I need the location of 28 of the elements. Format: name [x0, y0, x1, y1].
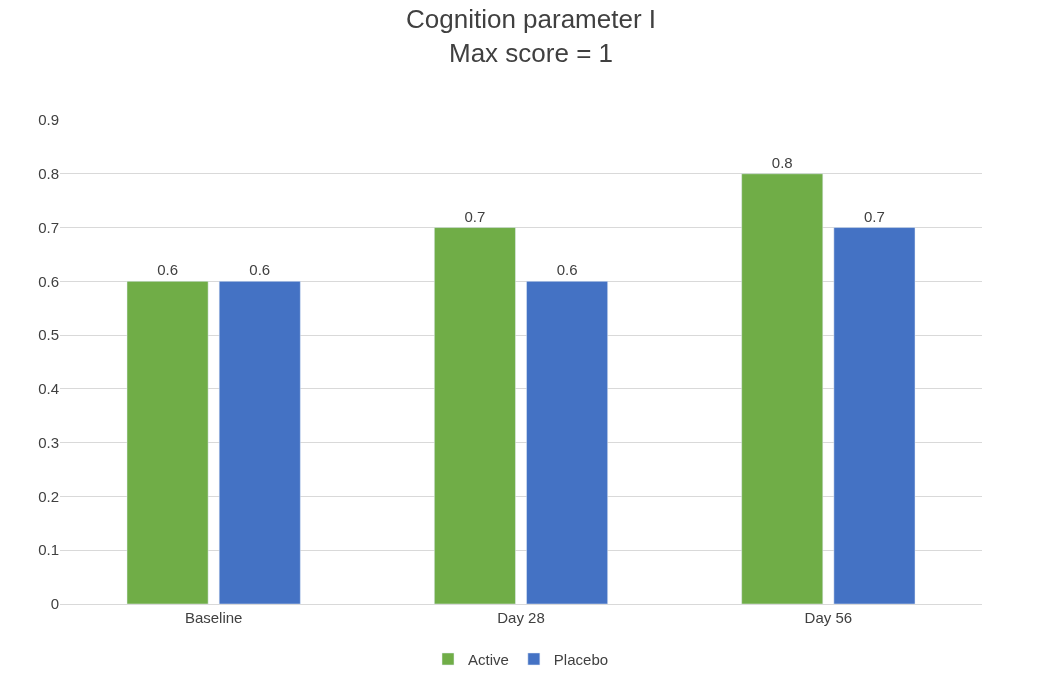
legend-label: Active — [468, 650, 509, 668]
y-tick-label: 0.4 — [38, 380, 59, 398]
data-label: 0.6 — [556, 261, 578, 279]
bar — [526, 281, 608, 604]
bar — [218, 281, 301, 604]
y-tick-label: 0.2 — [38, 487, 59, 505]
x-tick-label: Day 56 — [804, 609, 853, 626]
y-tick-label: 0.7 — [38, 218, 59, 236]
y-tick-label: 0.8 — [38, 165, 59, 183]
chart-title: Cognition parameter I Max score = 1 — [405, 3, 657, 68]
y-tick-label: 0.5 — [38, 326, 59, 344]
x-tick-label: Day 28 — [497, 609, 545, 626]
x-tick-label: Baseline — [184, 609, 243, 626]
y-tick-label: 0.3 — [38, 433, 59, 451]
data-label: 0.6 — [157, 261, 178, 279]
bar — [126, 281, 209, 604]
bar — [833, 227, 916, 604]
data-label: 0.7 — [464, 207, 486, 225]
data-label: 0.8 — [771, 153, 793, 171]
y-tick-label: 0 — [50, 595, 59, 613]
data-label: 0.6 — [249, 261, 271, 279]
y-tick-label: 0.6 — [38, 272, 59, 290]
bar — [434, 227, 516, 604]
y-tick-label: 0.9 — [38, 111, 59, 129]
data-label: 0.7 — [864, 207, 885, 225]
bar — [741, 173, 824, 604]
legend-label: Placebo — [553, 650, 609, 668]
y-tick-label: 0.1 — [38, 541, 59, 559]
